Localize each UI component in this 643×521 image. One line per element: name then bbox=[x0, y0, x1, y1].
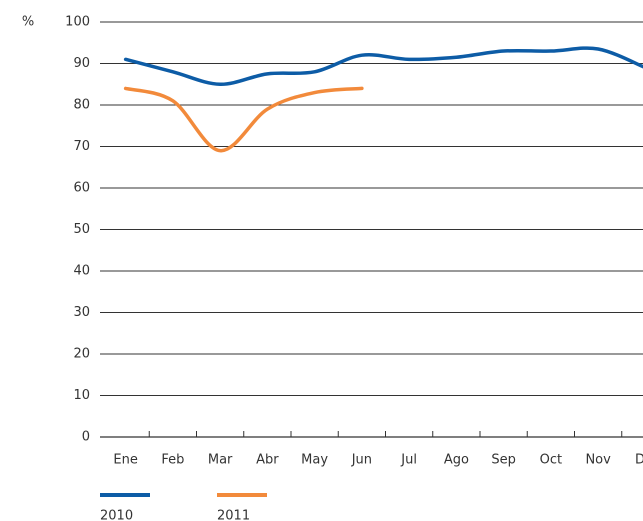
x-tick-label: Jul bbox=[400, 453, 417, 468]
y-tick-label: 20 bbox=[73, 347, 90, 362]
y-tick-label: 0 bbox=[82, 430, 90, 445]
y-tick-label: 30 bbox=[73, 305, 90, 320]
x-tick-label: Mar bbox=[208, 453, 233, 468]
x-tick-label: Feb bbox=[161, 453, 184, 468]
y-tick-label: 90 bbox=[73, 56, 90, 71]
x-tick-label: Oct bbox=[540, 453, 562, 468]
x-tick-label: Dic bbox=[635, 453, 643, 468]
y-tick-label: 70 bbox=[73, 139, 90, 154]
y-tick-label: 10 bbox=[73, 388, 90, 403]
x-tick-label: May bbox=[301, 453, 328, 468]
legend-label: 2010 bbox=[100, 509, 133, 521]
series-line bbox=[123, 46, 643, 87]
x-tick-label: Ene bbox=[113, 453, 137, 468]
x-tick-label: Nov bbox=[585, 453, 611, 468]
y-tick-label: 50 bbox=[73, 222, 90, 237]
y-tick-label: 100 bbox=[65, 15, 90, 30]
y-tick-label: 40 bbox=[73, 264, 90, 279]
x-tick-label: Ago bbox=[444, 453, 469, 468]
y-tick-label: 60 bbox=[73, 181, 90, 196]
series-line bbox=[123, 86, 364, 153]
x-tick-label: Abr bbox=[256, 453, 279, 468]
x-tick-label: Jun bbox=[351, 453, 372, 468]
x-tick-label: Sep bbox=[491, 453, 516, 468]
y-tick-label: 80 bbox=[73, 98, 90, 113]
legend-label: 2011 bbox=[217, 509, 250, 521]
y-axis-label: % bbox=[22, 15, 34, 30]
